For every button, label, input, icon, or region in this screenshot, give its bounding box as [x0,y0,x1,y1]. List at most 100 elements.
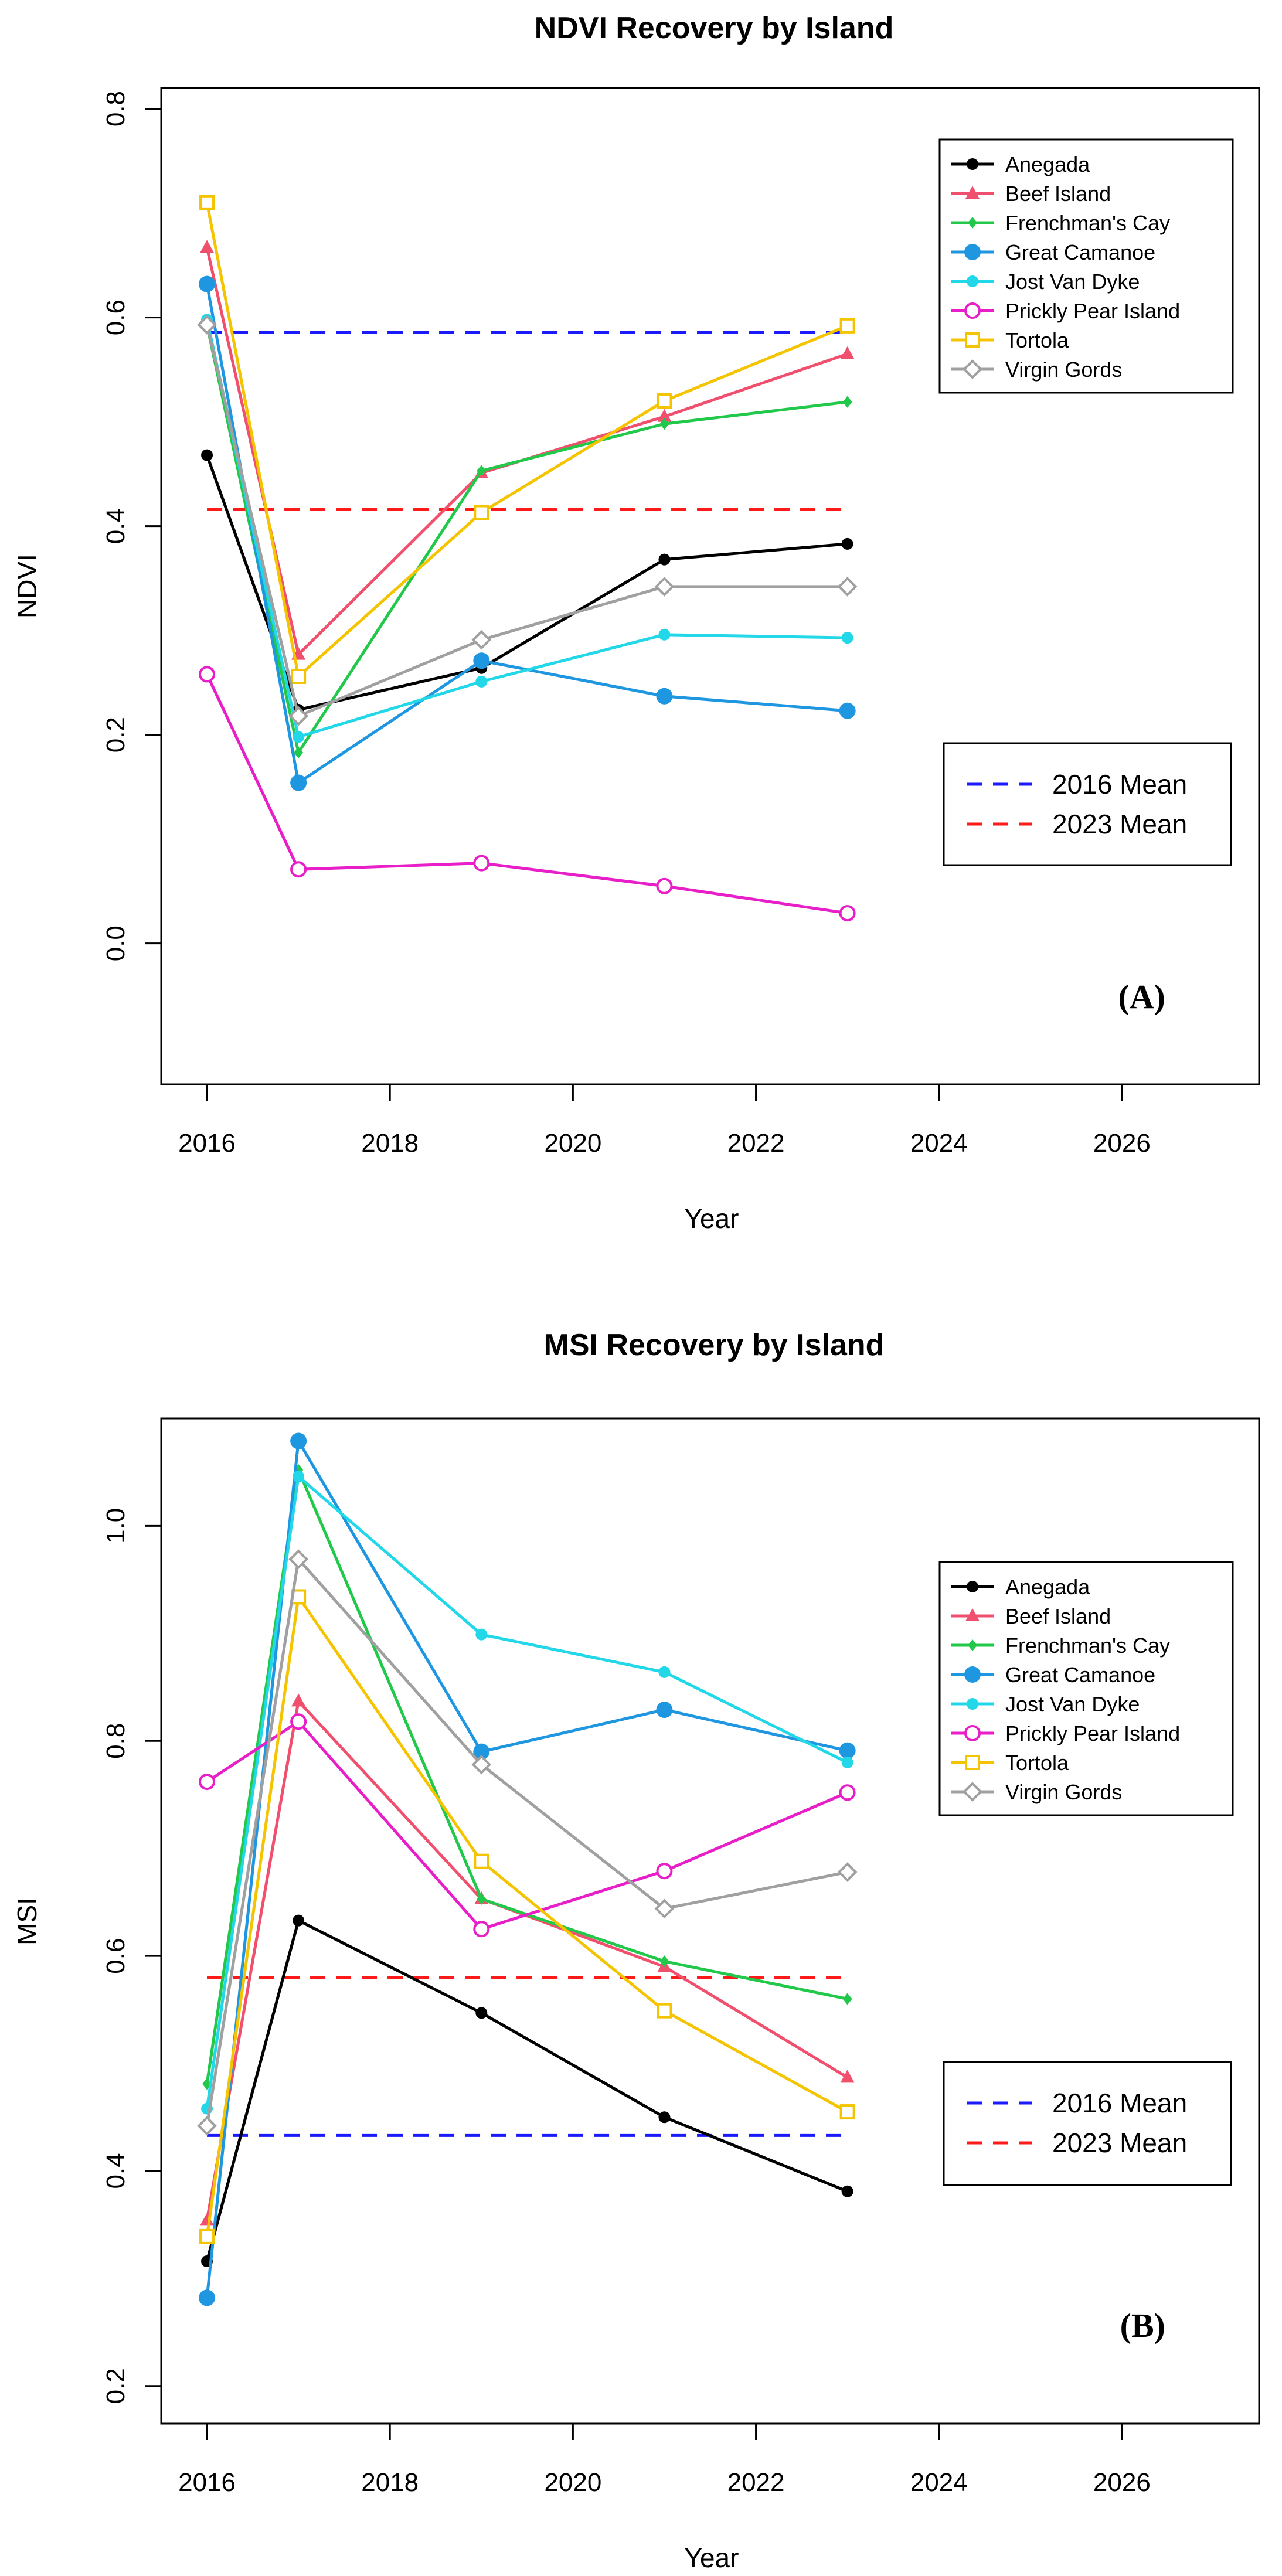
legend-marker [967,1581,978,1592]
data-point [197,2116,217,2136]
legend-item: Jost Van Dyke [951,1692,1140,1716]
data-point [293,1471,305,1483]
legend-item: Anegada [951,152,1090,176]
data-point [290,861,307,878]
y-tick-label: 0.8 [101,1723,130,1759]
x-tick-label: 2016 [178,2468,236,2497]
data-point [288,706,308,726]
data-point [290,1713,307,1730]
series-markers [199,275,856,791]
data-point [659,418,669,430]
y-tick-label: 0.8 [101,91,130,127]
chart-title: NDVI Recovery by Island [535,11,894,45]
data-point [199,2228,215,2244]
ndvi-panel: NDVI Recovery by Island 0.0 0.2 0.4 0.6 … [12,11,1260,1234]
y-tick-label: 0.4 [101,2153,130,2189]
legend-label: Virgin Gords [1005,358,1122,382]
legend-marker [963,1782,982,1802]
series-line [205,1698,848,2221]
mean-legend-label: 2023 Mean [1052,2128,1187,2158]
data-point [199,1773,216,1790]
legend-label: Great Camanoe [1005,1663,1155,1687]
legend-marker-symbol [965,1608,980,1621]
series-jost-van-dyke [201,1471,853,2115]
data-point [197,315,217,335]
legend-marker [967,1698,978,1710]
y-axis: 0.2 0.4 0.6 0.8 1.0 [101,1508,161,2404]
mean-legend-label: 2016 Mean [1052,769,1187,799]
series-markers [199,1589,855,2244]
data-point [475,2007,488,2019]
data-point [839,1742,856,1759]
data-point [656,1863,673,1880]
series-legend: Anegada Beef Island Frenchman's Cay Grea… [938,1561,1234,1816]
plot-frame [160,87,1260,1085]
legend-marker-symbol [965,1755,980,1770]
series-virgin-gords [197,315,858,726]
x-axis-title: Year [685,1203,739,1234]
data-point [290,1432,307,1449]
y-axis: 0.0 0.2 0.4 0.6 0.8 [101,91,161,961]
mean-legend: 2016 Mean 2023 Mean [943,742,1232,866]
data-point [201,449,213,461]
legend-marker-symbol [967,158,978,170]
data-point [288,1549,308,1570]
legend-label: Anegada [1005,152,1090,176]
legend-marker [965,1755,980,1770]
series-prickly-pear-island [199,1713,856,1938]
data-point [841,1756,853,1768]
data-point [837,577,858,597]
data-point [471,629,492,650]
legend-marker [963,359,982,379]
x-tick-label: 2018 [361,2468,419,2497]
data-point [475,1628,488,1641]
legend-marker [965,186,980,199]
x-tick-label: 2018 [361,1129,419,1158]
x-tick-label: 2024 [910,2468,968,2497]
legend-marker [964,244,981,260]
data-point [656,1702,673,1719]
data-point [842,396,852,408]
data-point [659,1955,669,1968]
legend-marker [967,275,978,287]
mean-legend-label: 2016 Mean [1052,2088,1187,2118]
legend-marker [964,1725,981,1741]
y-tick-label: 0.6 [101,300,130,335]
legend-item: Virgin Gords [951,1780,1122,1804]
legend-marker [964,302,981,319]
legend-item: Prickly Pear Island [951,299,1180,323]
data-point [839,318,855,334]
mean-legend-item: 2016 Mean [967,2088,1187,2118]
series-markers [200,240,855,660]
series-line [205,324,848,757]
panel-label: (A) [1118,978,1165,1016]
x-axis: 2016 2018 2020 2022 2024 2026 [178,1084,1151,1158]
series-markers [199,195,855,684]
chart-title: MSI Recovery by Island [544,1328,885,1362]
x-tick-label: 2026 [1093,1129,1151,1158]
data-point [658,553,671,566]
data-point [658,1666,671,1678]
data-point [474,505,489,520]
data-point [291,668,307,684]
legend-item: Frenchman's Cay [951,211,1170,235]
legend-marker-symbol [963,359,982,379]
legend-label: Prickly Pear Island [1005,1721,1180,1745]
data-point [473,652,490,669]
x-axis: 2016 2018 2020 2022 2024 2026 [178,2424,1151,2497]
data-point [293,1914,305,1927]
series-markers [201,1471,853,2115]
legend-label: Virgin Gords [1005,1780,1122,1804]
legend-label: Jost Van Dyke [1005,270,1140,294]
legend-marker-symbol [965,186,980,199]
x-tick-label: 2026 [1093,2468,1151,2497]
series-tortola [199,195,855,684]
data-point [473,1921,490,1938]
legend-label: Beef Island [1005,1604,1111,1628]
data-point [473,855,490,872]
data-point [656,688,673,705]
series-markers [199,1432,856,2306]
legend-label: Beef Island [1005,182,1111,206]
legend-item: Tortola [951,1751,1069,1775]
data-point [199,2289,216,2306]
